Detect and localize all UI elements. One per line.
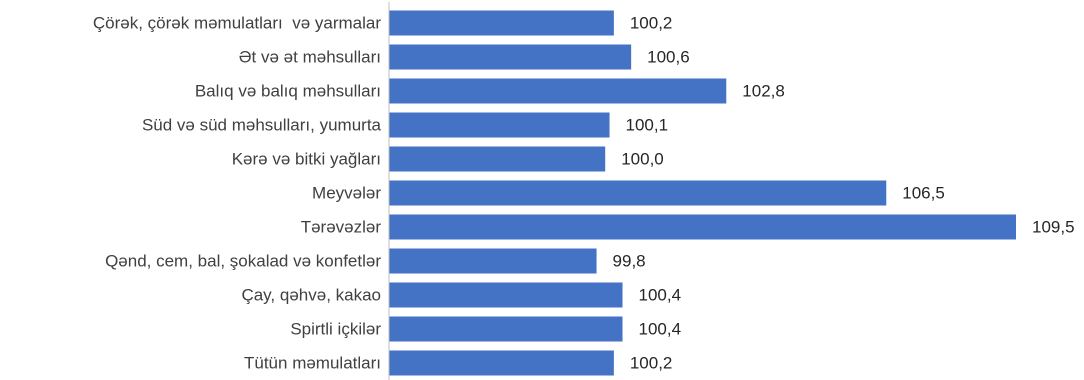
bar — [389, 351, 614, 376]
value-label: 100,6 — [647, 48, 690, 67]
category-label: Kərə və bitki yağları — [232, 150, 381, 169]
value-label: 102,8 — [742, 82, 785, 101]
value-label: 100,2 — [630, 14, 673, 33]
bar — [389, 79, 726, 104]
category-label: Tütün məmulatları — [244, 354, 381, 373]
category-label: Spirtli içkilər — [290, 320, 381, 339]
value-label: 106,5 — [902, 184, 945, 203]
bar — [389, 283, 623, 308]
value-label: 100,4 — [639, 286, 682, 305]
category-label: Meyvələr — [312, 184, 381, 203]
category-labels-group: Çörək, çörək məmulatları və yarmalar Ət v… — [93, 14, 382, 373]
value-label: 100,1 — [626, 116, 669, 135]
category-label: Ət və ət məhsulları — [239, 48, 381, 67]
value-label: 100,4 — [639, 320, 682, 339]
value-label: 99,8 — [613, 252, 646, 271]
bar — [389, 113, 610, 138]
value-label: 100,2 — [630, 354, 673, 373]
bar — [389, 45, 631, 70]
category-label: Çörək, çörək məmulatları və yarmalar — [93, 14, 381, 33]
bar — [389, 147, 605, 172]
category-label: Tərəvəzlər — [301, 218, 382, 237]
category-label: Süd və süd məhsulları, yumurta — [142, 116, 382, 135]
bar — [389, 249, 597, 274]
bar — [389, 181, 886, 206]
bar — [389, 11, 614, 36]
category-label: Çay, qəhvə, kakao — [241, 286, 381, 305]
category-label: Balıq və balıq məhsulları — [195, 82, 381, 101]
bar — [389, 215, 1016, 240]
value-label: 109,5 — [1032, 218, 1075, 237]
bar — [389, 317, 623, 342]
category-label: Qənd, cem, bal, şokalad və konfetlər — [105, 252, 381, 271]
value-label: 100,0 — [621, 150, 664, 169]
